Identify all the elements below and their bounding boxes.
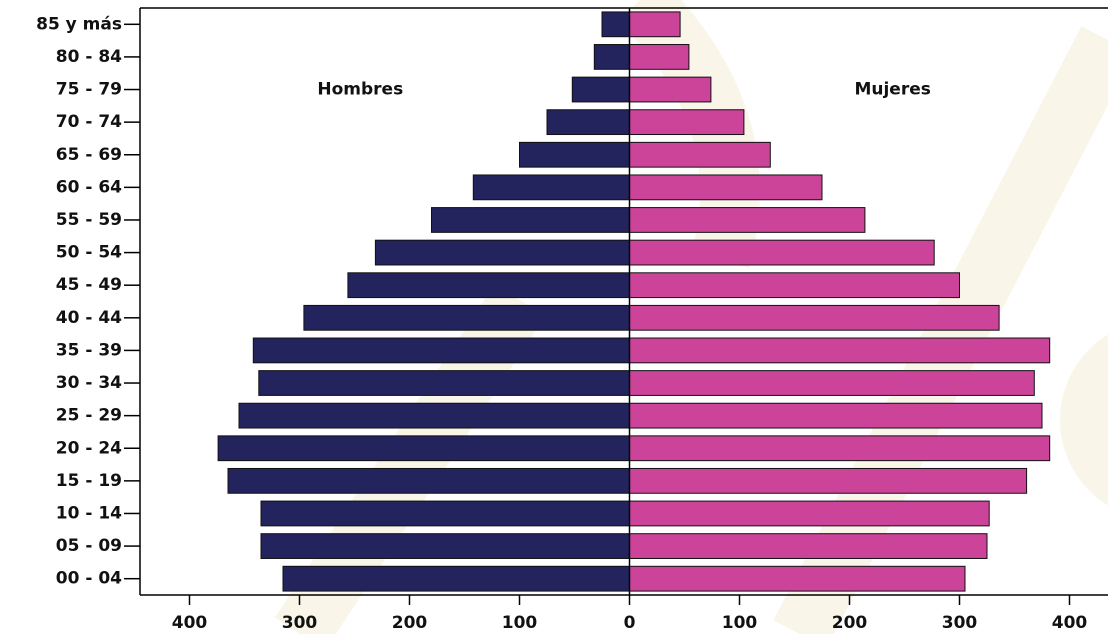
y-tick-label: 35 - 39 — [56, 340, 122, 360]
y-tick-label: 85 y más — [36, 14, 122, 34]
bar — [252, 337, 631, 364]
bar — [347, 272, 630, 299]
bar — [629, 11, 681, 38]
y-tick-label: 45 - 49 — [56, 275, 122, 295]
x-tick-label: 100 — [722, 613, 758, 633]
bar — [629, 370, 1035, 396]
x-tick-label: 400 — [172, 613, 208, 633]
bar — [519, 141, 630, 168]
bar — [629, 207, 866, 233]
y-tick-label: 55 - 59 — [56, 210, 122, 230]
y-tick-label: 75 - 79 — [56, 80, 122, 100]
watermark-ring — [1060, 334, 1108, 506]
bar — [260, 500, 630, 527]
bar — [258, 370, 630, 396]
bar — [629, 402, 1043, 429]
y-tick-label: 15 - 19 — [56, 471, 122, 491]
y-tick-label: 05 - 09 — [56, 536, 122, 556]
bar — [629, 76, 712, 103]
bar — [629, 272, 960, 299]
y-tick-label: 20 - 24 — [56, 438, 122, 458]
bar — [629, 500, 990, 527]
bar — [431, 207, 630, 233]
bar — [238, 402, 630, 429]
x-tick-label: 200 — [392, 613, 428, 633]
y-tick-label: 65 - 69 — [56, 145, 122, 165]
x-tick-label: 300 — [282, 613, 318, 633]
x-tick-label: 200 — [832, 613, 868, 633]
y-tick-label: 80 - 84 — [56, 47, 122, 67]
bar — [629, 141, 771, 168]
x-tick-label: 0 — [624, 613, 636, 633]
series-label: Mujeres — [854, 80, 930, 100]
y-tick-label: 40 - 44 — [56, 308, 122, 328]
bar — [546, 109, 630, 136]
bar — [601, 11, 630, 38]
y-tick-label: 60 - 64 — [56, 177, 122, 197]
bar — [571, 76, 630, 103]
bar — [260, 533, 630, 559]
y-tick-label: 50 - 54 — [56, 243, 122, 263]
bar — [303, 304, 630, 331]
y-tick-label: 70 - 74 — [56, 112, 122, 132]
y-tick-label: 30 - 34 — [56, 373, 122, 393]
x-tick-label: 300 — [942, 613, 978, 633]
bar — [629, 435, 1051, 462]
bar — [282, 565, 630, 592]
x-tick-label: 100 — [502, 613, 538, 633]
bar — [593, 44, 630, 70]
bar — [472, 174, 630, 201]
bar — [629, 533, 988, 559]
bar — [629, 174, 823, 201]
y-tick-label: 00 - 04 — [56, 569, 122, 589]
bar — [217, 435, 630, 462]
bar — [374, 239, 630, 266]
bar — [629, 44, 690, 70]
y-tick-label: 10 - 14 — [56, 503, 122, 523]
bar — [629, 337, 1051, 364]
bar — [629, 109, 745, 136]
x-tick-label: 400 — [1052, 613, 1088, 633]
y-tick-label: 25 - 29 — [56, 406, 122, 426]
bar — [227, 467, 630, 494]
bar — [629, 239, 935, 266]
bar — [629, 565, 966, 592]
bar — [629, 304, 1000, 331]
series-label: Hombres — [317, 80, 403, 100]
bar — [629, 467, 1028, 494]
